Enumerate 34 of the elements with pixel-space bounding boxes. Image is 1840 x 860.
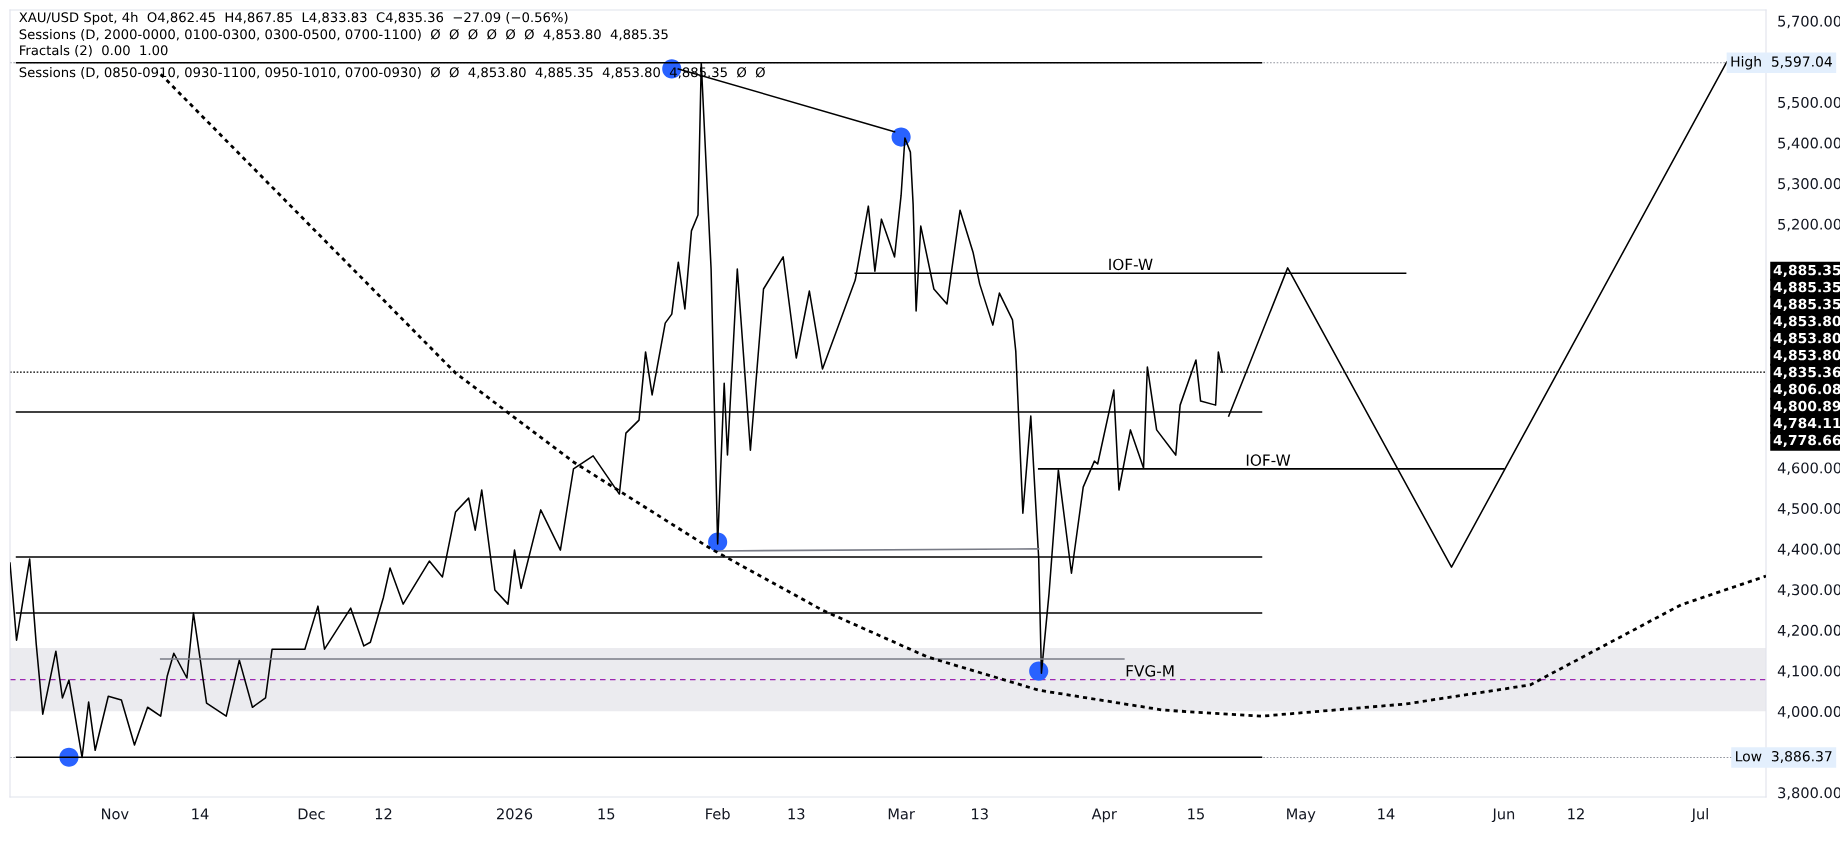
x-tick-label: 2026	[497, 808, 533, 820]
text: 4,853.80	[1773, 349, 1840, 363]
text: 4,784.11	[1773, 417, 1840, 431]
chart-title: XAU/USD Spot, 4h O4,862.45 H4,867.85 L4,833.83 C4,835.36 −27.09 (−0.56%)	[19, 12, 568, 25]
annotation: IOF-W	[1246, 454, 1291, 466]
text: 4,800.89	[1773, 400, 1840, 414]
x-tick-label: Apr	[1091, 808, 1117, 823]
x-tick-label: Mar	[888, 808, 915, 820]
x-tick-label: May	[1287, 808, 1316, 823]
text: 4,778.66	[1773, 434, 1840, 448]
x-tick-label: 15	[1188, 808, 1204, 820]
x-tick-label: Jun	[1491, 808, 1515, 823]
x-tick-label: 12	[375, 808, 392, 820]
x-tick-label: Jul	[1690, 808, 1708, 823]
text: 4,885.35	[1773, 264, 1840, 278]
x-tick-label: Feb	[706, 808, 730, 820]
x-tick-label: Dec	[298, 808, 325, 820]
text: 4,853.80	[1773, 315, 1840, 329]
x-tick-label: 14	[1378, 808, 1395, 820]
text: 4,806.08	[1773, 383, 1840, 397]
text: 4,835.36	[1773, 366, 1840, 380]
x-tick-label: Nov	[102, 808, 129, 820]
x-tick-label: 15	[598, 808, 615, 820]
x-tick-label: 13	[788, 808, 805, 820]
ref-line-label: Low 3,886.37	[1736, 750, 1832, 763]
x-tick-label: 14	[192, 808, 209, 820]
annotation: IOF-W	[1109, 258, 1153, 271]
annotation: FVG-M	[1126, 665, 1174, 677]
x-tick-label: 13	[972, 808, 988, 820]
ref-line-label: High 5,597.04	[1731, 56, 1832, 70]
text: 4,885.35	[1773, 281, 1840, 295]
text: 4,853.80	[1773, 332, 1840, 346]
text: 4,885.35	[1773, 298, 1840, 312]
x-tick-label: 12	[1568, 808, 1584, 820]
